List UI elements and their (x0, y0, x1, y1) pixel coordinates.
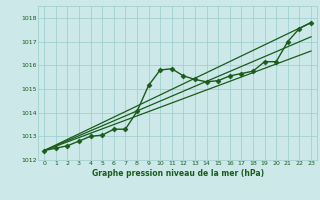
X-axis label: Graphe pression niveau de la mer (hPa): Graphe pression niveau de la mer (hPa) (92, 169, 264, 178)
